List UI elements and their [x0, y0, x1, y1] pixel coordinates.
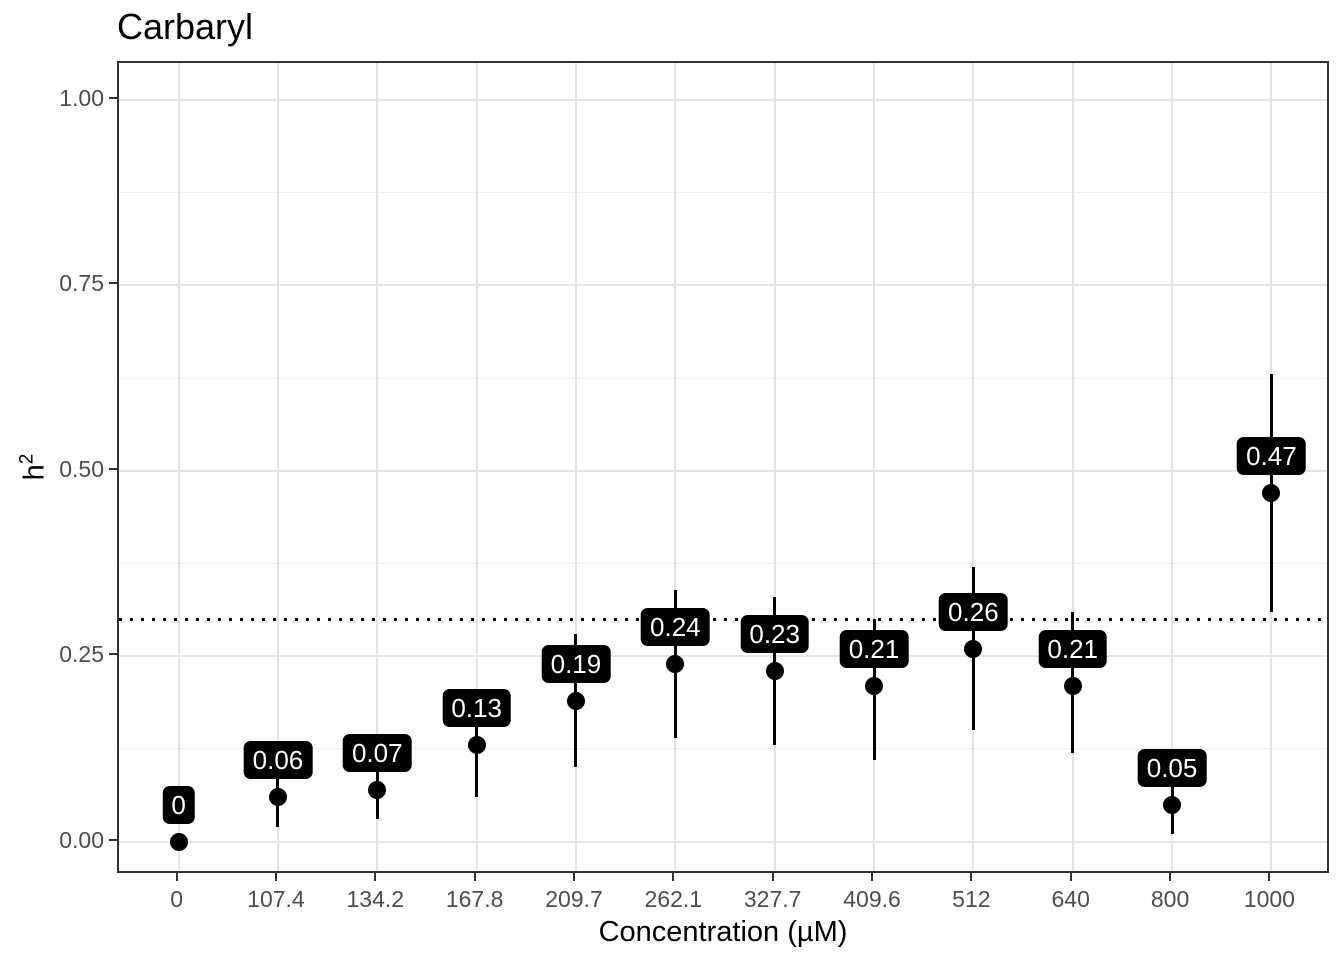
y-axis-title: h2	[17, 454, 52, 481]
x-tick-label: 327.7	[743, 886, 802, 912]
gridline-y-major	[119, 655, 1327, 658]
gridline-y-minor	[119, 377, 1327, 379]
x-tick-label: 209.7	[545, 886, 603, 912]
plot-title: Carbaryl	[117, 6, 254, 47]
gridline-y-minor	[119, 748, 1327, 750]
gridline-x-major	[177, 63, 180, 871]
x-tick-label: 512	[952, 886, 991, 912]
gridline-x-major	[972, 63, 975, 871]
x-tick	[672, 873, 675, 881]
data-point	[865, 676, 884, 695]
point-label: 0.24	[641, 607, 710, 646]
y-axis-title-base: h	[18, 464, 51, 481]
point-label: 0.23	[740, 615, 809, 654]
gridline-x-major	[1071, 63, 1074, 871]
x-tick	[1069, 873, 1072, 881]
gridline-x-major	[873, 63, 876, 871]
gridline-y-major	[119, 99, 1327, 102]
data-point	[666, 654, 685, 673]
data-point	[1262, 484, 1281, 503]
y-tick	[109, 97, 117, 100]
gridline-x-major	[773, 63, 776, 871]
point-label: 0.21	[839, 629, 909, 668]
x-tick	[572, 873, 575, 881]
x-tick-label: 262.1	[644, 886, 703, 912]
y-tick-label: 1.00	[59, 85, 104, 112]
y-tick	[109, 653, 117, 656]
x-axis-title: Concentration (µM)	[598, 916, 848, 948]
point-label: 0	[162, 785, 195, 824]
gridline-x-major	[475, 63, 478, 871]
x-tick	[473, 873, 476, 881]
x-tick-label: 409.6	[843, 886, 901, 912]
y-tick-label: 0.00	[59, 826, 104, 853]
gridline-y-major	[119, 469, 1327, 472]
x-tick-label: 640	[1051, 886, 1090, 912]
x-tick	[1169, 873, 1172, 881]
x-tick-label: 0	[170, 886, 183, 912]
data-point	[1063, 676, 1082, 695]
x-tick	[771, 873, 774, 881]
gridline-y-major	[119, 840, 1327, 843]
x-tick	[871, 873, 874, 881]
data-point	[1163, 795, 1182, 814]
plot-panel: 0 0.06 0.07 0.13 0.19 0.24 0.23 0.21 0.26 0.21 0.0…	[117, 61, 1329, 873]
x-tick	[374, 873, 377, 881]
point-label: 0.05	[1137, 748, 1207, 787]
point-label: 0.06	[243, 741, 313, 780]
point-label: 0.19	[541, 644, 611, 683]
y-tick-label: 0.25	[59, 641, 104, 668]
gridline-x-major	[376, 63, 379, 871]
gridline-x-major	[674, 63, 677, 871]
x-tick	[1268, 873, 1271, 881]
x-tick-label: 1000	[1243, 886, 1295, 912]
gridline-y-minor	[119, 192, 1327, 194]
x-tick-label: 167.8	[445, 886, 504, 912]
x-tick	[274, 873, 277, 881]
gridline-y-major	[119, 284, 1327, 287]
y-tick-label: 0.50	[59, 455, 104, 482]
point-label: 0.21	[1038, 629, 1108, 668]
gridline-x-major	[574, 63, 577, 871]
gridline-y-minor	[119, 563, 1327, 565]
data-point	[765, 662, 784, 681]
data-point	[467, 736, 486, 755]
x-tick-label: 800	[1150, 886, 1190, 912]
x-tick-label: 107.4	[247, 886, 305, 912]
data-point	[566, 691, 585, 710]
point-label: 0.13	[442, 689, 511, 728]
x-tick	[970, 873, 973, 881]
y-tick-label: 0.75	[59, 270, 104, 297]
point-label: 0.07	[342, 733, 412, 772]
reference-line	[119, 617, 1327, 621]
y-tick	[109, 838, 117, 841]
gridline-x-major	[1171, 63, 1174, 871]
y-tick	[109, 282, 117, 285]
point-label: 0.47	[1237, 437, 1306, 476]
data-point	[368, 780, 387, 799]
data-point	[169, 832, 188, 851]
y-tick	[109, 467, 117, 470]
x-tick	[175, 873, 178, 881]
data-point	[964, 639, 983, 658]
x-tick-label: 134.2	[346, 886, 405, 912]
gridline-x-major	[276, 63, 279, 871]
data-point	[268, 788, 287, 807]
y-axis-title-exponent: 2	[16, 453, 38, 465]
point-label: 0.26	[939, 592, 1008, 631]
